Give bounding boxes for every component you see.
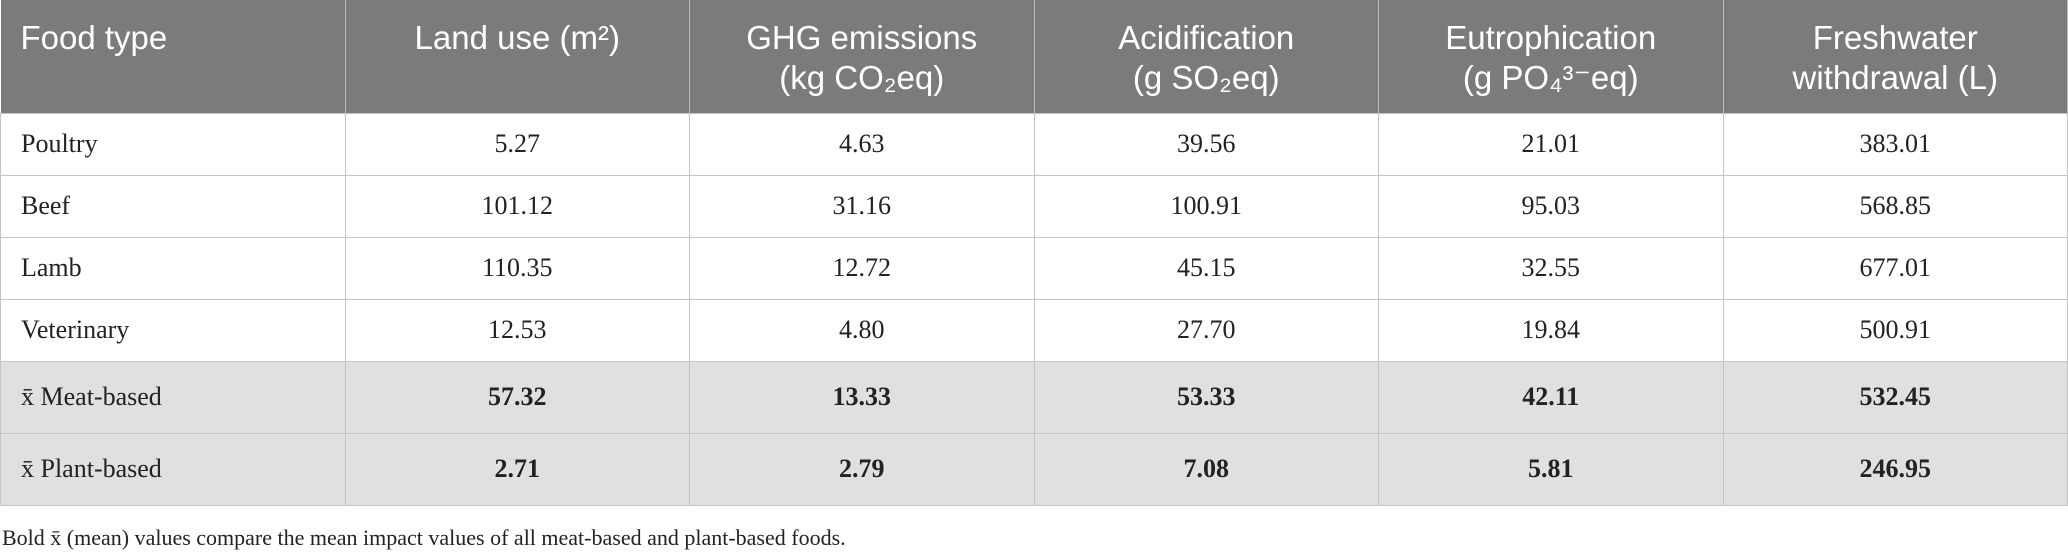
summary-cell: 5.81	[1378, 432, 1724, 506]
table-cell: 19.84	[1378, 298, 1724, 362]
table-cell: 4.80	[689, 298, 1035, 362]
table-cell: 31.16	[689, 174, 1035, 238]
table-cell: 4.63	[689, 112, 1035, 176]
table-cell: Beef	[0, 174, 346, 238]
table-cell: 568.85	[1722, 174, 2068, 238]
table-cell: 39.56	[1033, 112, 1379, 176]
summary-cell: 13.33	[689, 360, 1035, 434]
header-cell: Land use (m²)	[345, 0, 690, 113]
table-cell: 110.35	[344, 236, 690, 300]
header-cell: GHG emissions (kg CO₂eq)	[689, 0, 1035, 113]
header-row: Food type Land use (m²) GHG emissions (kg C…	[0, 0, 2068, 113]
header-line: (g PO₄³⁻eq)	[1462, 59, 1639, 96]
summary-cell: 2.71	[344, 432, 690, 506]
summary-cell: 7.08	[1033, 432, 1379, 506]
header-line: withdrawal (L)	[1792, 59, 1998, 96]
summary-row: x̄ Meat-based 57.32 13.33 53.33 42.11 532.45	[0, 360, 2068, 434]
table-cell: 500.91	[1722, 298, 2068, 362]
header-line: GHG emissions	[746, 19, 978, 56]
summary-cell: 57.32	[344, 360, 690, 434]
table-cell: 27.70	[1033, 298, 1379, 362]
summary-cell: 42.11	[1378, 360, 1724, 434]
summary-row: x̄ Plant-based 2.71 2.79 7.08 5.81 246.95	[0, 432, 2068, 506]
table-cell: 677.01	[1722, 236, 2068, 300]
table-cell: Lamb	[0, 236, 346, 300]
header-line: Freshwater	[1812, 19, 1978, 56]
table-cell: 12.53	[344, 298, 690, 362]
table-row: Poultry 5.27 4.63 39.56 21.01 383.01	[0, 112, 2068, 176]
table-row: Veterinary 12.53 4.80 27.70 19.84 500.91	[0, 298, 2068, 362]
header-line: Land use (m²)	[414, 19, 620, 56]
summary-cell: x̄ Plant-based	[0, 432, 346, 506]
table-row: Lamb 110.35 12.72 45.15 32.55 677.01	[0, 236, 2068, 300]
header-cell: Eutrophication (g PO₄³⁻eq)	[1378, 0, 1724, 113]
table-body: Poultry 5.27 4.63 39.56 21.01 383.01 Beef 101.1…	[0, 112, 2068, 506]
header-cell: Food type	[0, 0, 346, 113]
table-cell: 12.72	[689, 236, 1035, 300]
header-line: (g SO₂eq)	[1132, 59, 1280, 96]
header-line: Food type	[20, 19, 168, 56]
table-row: Beef 101.12 31.16 100.91 95.03 568.85	[0, 174, 2068, 238]
table-cell: Veterinary	[0, 298, 346, 362]
table-cell: 32.55	[1378, 236, 1724, 300]
footnote: Bold x̄ (mean) values compare the mean i…	[2, 524, 846, 550]
summary-cell: 53.33	[1033, 360, 1379, 434]
table-cell: 100.91	[1033, 174, 1379, 238]
header-cell: Freshwater withdrawal (L)	[1723, 0, 2068, 113]
table-cell: 21.01	[1378, 112, 1724, 176]
header-line: (kg CO₂eq)	[779, 59, 945, 96]
summary-cell: x̄ Meat-based	[0, 360, 346, 434]
header-line: Eutrophication	[1445, 19, 1657, 56]
header-line: Acidification	[1118, 19, 1295, 56]
table-cell: Poultry	[0, 112, 346, 176]
table-cell: 45.15	[1033, 236, 1379, 300]
summary-cell: 2.79	[689, 432, 1035, 506]
table-cell: 101.12	[344, 174, 690, 238]
summary-cell: 246.95	[1722, 432, 2068, 506]
data-table: Food type Land use (m²) GHG emissions (kg C…	[0, 0, 2068, 506]
summary-cell: 532.45	[1722, 360, 2068, 434]
table-cell: 95.03	[1378, 174, 1724, 238]
table-cell: 383.01	[1722, 112, 2068, 176]
header-cell: Acidification (g SO₂eq)	[1034, 0, 1379, 113]
table-cell: 5.27	[344, 112, 690, 176]
